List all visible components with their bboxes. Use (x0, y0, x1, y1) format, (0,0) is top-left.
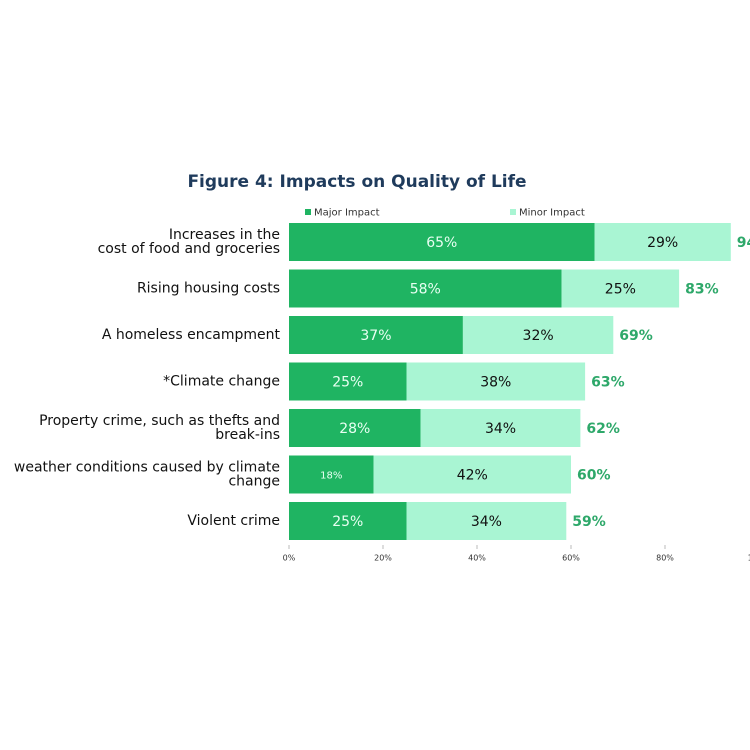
x-tick-label: 0% (283, 554, 296, 563)
bar-segment (289, 316, 463, 354)
total-label: 59% (572, 514, 606, 530)
total-label: 94% (737, 235, 750, 251)
value-label: 25% (332, 375, 363, 391)
bar-segment (289, 362, 407, 401)
bar-segment (594, 223, 731, 261)
value-label: 42% (457, 468, 488, 484)
x-tick-label: 60% (562, 554, 580, 563)
legend-swatch (305, 209, 311, 215)
x-tick-label: 80% (656, 554, 674, 563)
legend-label: Minor Impact (519, 208, 585, 219)
bar-segment (561, 269, 680, 308)
total-label: 69% (619, 328, 653, 344)
y-tick-label: *Climate change (163, 374, 280, 390)
y-tick-label: weather conditions caused by climate chan… (14, 460, 280, 490)
y-tick-label: Violent crime (187, 513, 280, 529)
total-label: 60% (577, 468, 611, 484)
value-label: 37% (360, 328, 391, 344)
y-tick-label: Property crime, such as thefts and break-… (39, 413, 280, 443)
bar-segment (420, 409, 581, 447)
x-tick-label: 100% (748, 554, 750, 563)
value-label: 25% (332, 514, 363, 530)
total-label: 62% (586, 421, 620, 437)
total-label: 83% (685, 282, 719, 298)
bar-segment (289, 223, 595, 261)
x-tick-label: 20% (374, 554, 392, 563)
y-tick-label: Rising housing costs (137, 281, 280, 297)
total-label: 63% (591, 375, 625, 391)
value-label: 34% (485, 421, 516, 437)
bar-segment (289, 455, 374, 494)
bar-segment (462, 316, 614, 354)
value-label: 28% (339, 421, 370, 437)
bar-segment (406, 362, 586, 401)
legend-label: Major Impact (314, 208, 380, 219)
y-tick-label: Increases in the cost of food and groceri… (98, 227, 280, 257)
bar-segment (289, 502, 407, 540)
value-label: 38% (480, 375, 511, 391)
legend-swatch (510, 209, 516, 215)
value-label: 65% (426, 235, 457, 251)
value-label: 58% (410, 282, 441, 298)
bar-segment (289, 269, 562, 308)
bar-segment (289, 409, 421, 447)
value-label: 34% (471, 514, 502, 530)
value-label: 25% (605, 282, 636, 298)
x-tick-label: 40% (468, 554, 486, 563)
value-label: 29% (647, 235, 678, 251)
chart-title: Figure 4: Impacts on Quality of Life (187, 172, 526, 192)
y-tick-label: A homeless encampment (102, 327, 281, 343)
value-label: 18% (320, 471, 342, 482)
value-label: 32% (523, 328, 554, 344)
bar-segment (373, 455, 571, 494)
bar-segment (406, 502, 567, 540)
